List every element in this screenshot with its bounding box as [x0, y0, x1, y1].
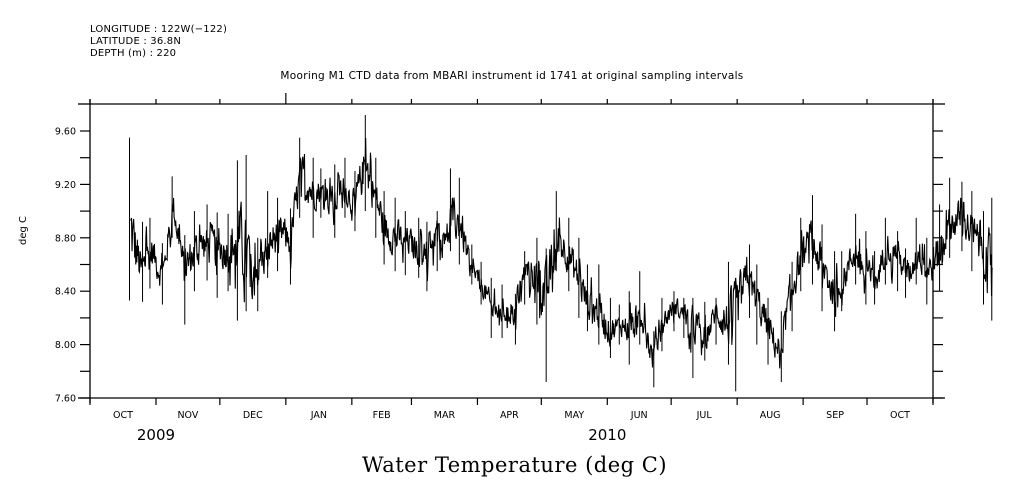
y-tick-label: 9.20 — [55, 180, 76, 191]
x-tick-label: OCT — [113, 410, 133, 421]
x-tick-label: AUG — [760, 410, 781, 421]
temperature-line — [130, 137, 993, 369]
y-tick-label: 8.40 — [55, 287, 76, 298]
x-tick-label: JAN — [310, 410, 327, 421]
x-tick-label: OCT — [890, 410, 910, 421]
plot-axes — [78, 99, 945, 403]
temperature-series — [128, 114, 993, 392]
chart-title: Mooring M1 CTD data from MBARI instrumen… — [280, 70, 744, 82]
x-tick-label: DEC — [243, 410, 263, 421]
x-tick-label: SEP — [826, 410, 844, 421]
x-tick-label: MAY — [564, 410, 584, 421]
depth-label: DEPTH (m) : 220 — [90, 48, 177, 59]
y-tick-label: 7.60 — [55, 394, 76, 405]
chart-variable-title: Water Temperature (deg C) — [361, 453, 668, 477]
year-label: 2009 — [137, 426, 175, 444]
y-tick-label: 8.80 — [55, 233, 76, 244]
x-tick-label: JUL — [696, 410, 713, 421]
y-tick-label: 9.60 — [55, 127, 76, 138]
axis-ticks: 7.60 8.00 8.40 8.80 9.20 9.60 OCT NOV DEC JAN FEB M… — [55, 93, 943, 444]
x-tick-label: MAR — [434, 410, 456, 421]
x-tick-label: FEB — [373, 410, 391, 421]
x-tick-label: APR — [500, 410, 519, 421]
x-tick-label: JUN — [630, 410, 648, 421]
x-tick-label: NOV — [177, 410, 198, 421]
latitude-label: LATITUDE : 36.8N — [90, 36, 182, 47]
y-tick-label: 8.00 — [55, 340, 76, 351]
year-label: 2010 — [588, 426, 626, 444]
longitude-label: LONGITUDE : 122W(−122) — [90, 24, 228, 35]
